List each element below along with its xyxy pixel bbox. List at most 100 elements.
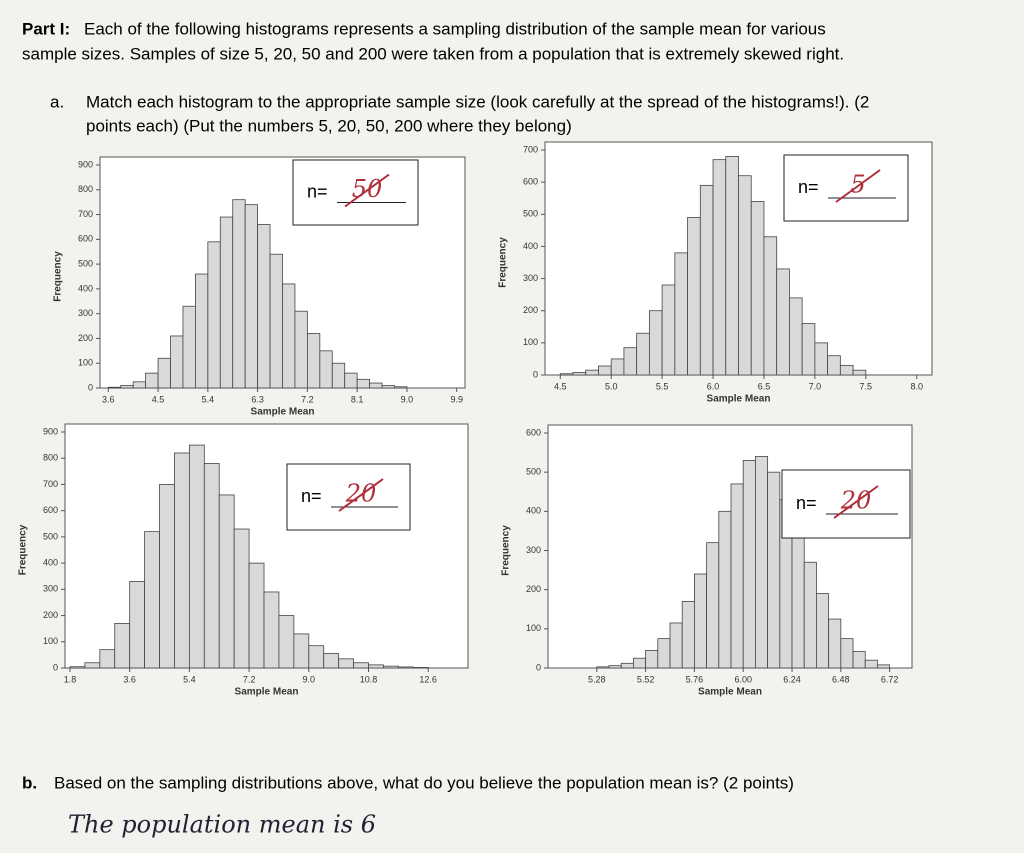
histogram-bar: [648, 310, 663, 376]
x-tick-label: 6.24: [783, 674, 801, 684]
histogram-bar: [674, 252, 688, 376]
histogram-bar: [596, 666, 610, 669]
y-tick-label: 0: [536, 662, 541, 672]
x-tick-label: 5.28: [588, 674, 606, 684]
y-tick-label: 100: [526, 623, 541, 633]
histogram-bar: [319, 350, 333, 389]
histogram-bar: [338, 658, 354, 669]
item-text: points each) (Put the numbers 5, 20, 50,…: [86, 116, 572, 135]
histogram-bar: [730, 483, 744, 669]
histogram-bar: [99, 649, 116, 669]
x-tick-label: 7.2: [243, 674, 256, 684]
y-tick-label: 400: [78, 283, 93, 293]
histogram-bar: [188, 444, 205, 669]
histogram-bar: [114, 623, 131, 669]
x-tick-label: 1.8: [64, 674, 77, 684]
histogram-bar: [657, 638, 671, 669]
x-tick-label: 5.5: [656, 381, 669, 391]
x-tick-label: 8.0: [910, 381, 923, 391]
histogram-bar: [244, 204, 259, 389]
histogram-bar: [282, 283, 296, 389]
histogram-bar: [791, 530, 805, 669]
x-tick-label: 5.0: [605, 381, 618, 391]
y-axis-title: Frequency: [501, 525, 512, 576]
y-tick-label: 0: [533, 369, 538, 379]
x-tick-label: 8.1: [351, 394, 364, 404]
histogram-bar: [248, 562, 265, 669]
histogram-bar: [278, 615, 295, 669]
histogram-bar: [69, 666, 86, 669]
histogram-bar: [598, 365, 612, 376]
histogram-bar: [750, 201, 765, 376]
x-tick-label: 6.00: [734, 674, 752, 684]
histogram-bar: [194, 273, 209, 389]
annotation: n=: [796, 493, 817, 513]
histogram-bar: [559, 373, 574, 376]
histogram-bar: [203, 463, 220, 669]
y-tick-label: 0: [53, 662, 58, 672]
x-tick-label: 6.3: [251, 394, 264, 404]
histogram-bar: [706, 542, 720, 669]
histogram-bar: [687, 217, 701, 376]
histogram-bar: [353, 662, 369, 669]
histogram-bar: [585, 369, 599, 376]
handwritten-answer: The population mean is 6: [68, 811, 376, 839]
item-label: a.: [50, 92, 64, 111]
histogram-bar: [397, 666, 414, 669]
strike: [344, 173, 390, 208]
histogram-bar: [369, 382, 383, 389]
y-tick-label: 300: [43, 584, 58, 594]
item-text: Match each histogram to the appropriate …: [86, 92, 869, 111]
histogram-bar: [633, 657, 647, 669]
y-tick-label: 700: [523, 144, 538, 154]
histogram-bar: [852, 651, 866, 669]
histogram-bar: [233, 528, 250, 669]
histogram-bar: [368, 664, 384, 669]
x-axis-title: Sample Mean: [251, 407, 315, 418]
histogram-bar: [145, 372, 159, 389]
y-tick-label: 600: [78, 234, 93, 244]
histogram-bar: [801, 323, 816, 376]
y-tick-label: 400: [526, 506, 541, 516]
y-tick-label: 300: [78, 308, 93, 318]
annotation-box: [783, 154, 909, 222]
handwritten-answer: 5: [850, 171, 865, 199]
x-tick-label: 9.0: [303, 674, 316, 684]
histogram-bar: [681, 601, 695, 669]
histogram-bar: [306, 333, 321, 389]
y-tick-label: 200: [526, 584, 541, 594]
y-tick-label: 500: [523, 209, 538, 219]
x-tick-label: 6.5: [758, 381, 771, 391]
histogram-bar: [174, 452, 190, 669]
annotation: n=: [307, 181, 328, 201]
x-tick-label: 6.72: [881, 674, 899, 684]
y-tick-label: 100: [43, 636, 58, 646]
histogram-bar: [323, 653, 340, 669]
x-tick-label: 4.5: [152, 394, 165, 404]
histogram-bar: [636, 332, 650, 376]
histogram-bar: [232, 199, 246, 389]
histogram-bar: [718, 510, 732, 669]
y-tick-label: 600: [523, 177, 538, 187]
x-tick-label: 3.6: [102, 394, 115, 404]
histogram-bar: [294, 310, 308, 389]
x-tick-label: 4.5: [554, 381, 567, 391]
histogram-bar: [814, 342, 829, 376]
x-tick-label: 6.48: [832, 674, 850, 684]
histogram-bar: [610, 358, 625, 376]
histogram-bar: [738, 175, 752, 376]
x-tick-label: 7.2: [301, 394, 314, 404]
x-tick-label: 10.8: [360, 674, 378, 684]
y-tick-label: 400: [523, 241, 538, 251]
histogram-bar: [383, 665, 399, 669]
histogram-bar: [840, 638, 854, 669]
y-tick-label: 100: [523, 337, 538, 347]
histogram-bar: [803, 561, 817, 669]
y-tick-label: 600: [43, 505, 58, 515]
histogram-bar: [755, 456, 769, 669]
y-axis-title: Frequency: [53, 251, 64, 302]
x-tick-label: 5.4: [202, 394, 215, 404]
histogram-bar: [207, 241, 221, 389]
